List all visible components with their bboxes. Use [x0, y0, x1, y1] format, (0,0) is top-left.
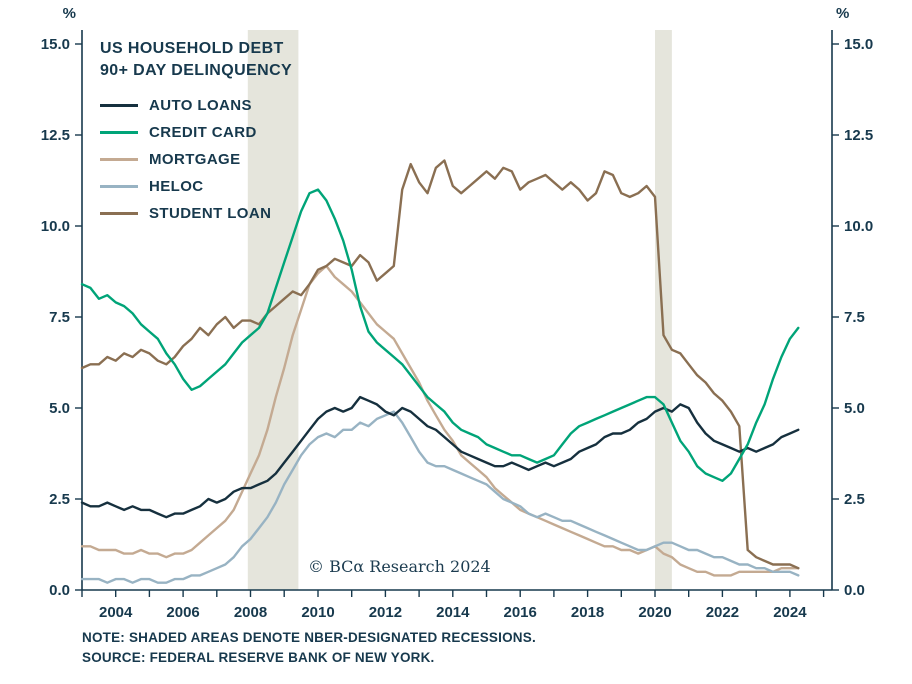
svg-text:15.0: 15.0 — [844, 36, 873, 53]
svg-text:2008: 2008 — [234, 604, 267, 621]
legend-label-credit-card: CREDIT CARD — [149, 124, 257, 141]
svg-text:2024: 2024 — [773, 604, 807, 621]
legend-label-heloc: HELOC — [149, 178, 204, 195]
footnotes: NOTE: SHADED AREAS DENOTE NBER-DESIGNATE… — [82, 628, 536, 668]
legend-item-credit-card: CREDIT CARD — [100, 119, 271, 146]
svg-text:5.0: 5.0 — [844, 400, 865, 417]
svg-text:0.0: 0.0 — [844, 582, 865, 599]
svg-text:7.5: 7.5 — [844, 309, 865, 326]
svg-text:2014: 2014 — [436, 604, 470, 621]
chart-title-line1: US HOUSEHOLD DEBT — [100, 40, 284, 57]
svg-text:2004: 2004 — [99, 604, 133, 621]
svg-text:2.5: 2.5 — [844, 491, 865, 508]
chart-title-line2: 90+ DAY DELINQUENCY — [100, 62, 293, 79]
footnote-recessions: NOTE: SHADED AREAS DENOTE NBER-DESIGNATE… — [82, 630, 536, 645]
footnote-source: SOURCE: FEDERAL RESERVE BANK OF NEW YORK… — [82, 650, 435, 665]
y-axis-unit-left: % — [62, 5, 76, 22]
legend-label-auto-loans: AUTO LOANS — [149, 97, 252, 114]
legend-item-auto-loans: AUTO LOANS — [100, 92, 271, 119]
svg-text:7.5: 7.5 — [49, 309, 70, 326]
svg-text:2020: 2020 — [638, 604, 671, 621]
legend-item-heloc: HELOC — [100, 173, 271, 200]
svg-text:2018: 2018 — [571, 604, 604, 621]
legend-item-student-loan: STUDENT LOAN — [100, 200, 271, 227]
svg-text:2006: 2006 — [166, 604, 199, 621]
svg-text:2.5: 2.5 — [49, 491, 70, 508]
svg-text:12.5: 12.5 — [41, 127, 70, 144]
svg-text:2012: 2012 — [369, 604, 402, 621]
svg-text:15.0: 15.0 — [41, 36, 70, 53]
legend: AUTO LOANS CREDIT CARD MORTGAGE HELOC ST… — [100, 92, 271, 227]
svg-text:2022: 2022 — [706, 604, 739, 621]
legend-item-mortgage: MORTGAGE — [100, 146, 271, 173]
svg-text:12.5: 12.5 — [844, 127, 873, 144]
watermark: © BCα Research 2024 — [308, 557, 491, 576]
svg-text:2016: 2016 — [504, 604, 537, 621]
legend-label-mortgage: MORTGAGE — [149, 151, 241, 168]
legend-label-student-loan: STUDENT LOAN — [149, 205, 272, 222]
svg-text:5.0: 5.0 — [49, 400, 70, 417]
svg-text:0.0: 0.0 — [49, 582, 70, 599]
chart-title: US HOUSEHOLD DEBT 90+ DAY DELINQUENCY — [100, 38, 292, 82]
svg-text:10.0: 10.0 — [41, 218, 70, 235]
legend-swatch-credit-card — [100, 131, 138, 134]
y-axis-unit-right: % — [836, 5, 850, 22]
legend-swatch-heloc — [100, 185, 138, 188]
svg-text:2010: 2010 — [301, 604, 334, 621]
svg-text:10.0: 10.0 — [844, 218, 873, 235]
legend-swatch-student-loan — [100, 212, 138, 215]
legend-swatch-mortgage — [100, 158, 138, 161]
legend-swatch-auto-loans — [100, 104, 138, 107]
